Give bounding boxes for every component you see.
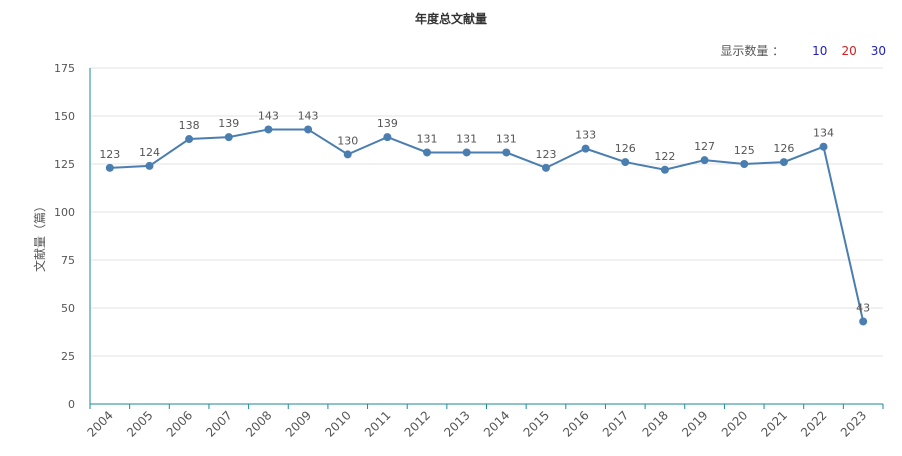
x-tick-label: 2017: [600, 408, 631, 439]
y-tick-label: 175: [54, 62, 75, 75]
data-point: [779, 158, 788, 167]
data-point: [185, 135, 194, 144]
data-label: 124: [139, 146, 160, 159]
data-point: [819, 142, 828, 151]
data-label: 130: [337, 134, 358, 147]
y-tick-label: 150: [54, 110, 75, 123]
data-label: 131: [456, 132, 477, 145]
data-label: 131: [496, 132, 517, 145]
x-tick-label: 2014: [481, 408, 512, 439]
x-tick-label: 2022: [798, 408, 829, 439]
x-tick-label: 2020: [719, 408, 750, 439]
grid-lines: [90, 67, 883, 357]
data-label: 139: [218, 117, 239, 130]
data-point: [581, 144, 590, 153]
data-label: 122: [654, 150, 675, 163]
data-point: [859, 317, 868, 326]
x-tick-label: 2004: [84, 408, 115, 439]
data-point: [700, 156, 709, 165]
y-tick-label: 125: [54, 158, 75, 171]
data-point: [343, 150, 352, 159]
data-label: 139: [377, 117, 398, 130]
x-tick-label: 2008: [243, 408, 274, 439]
x-tick-label: 2012: [402, 408, 433, 439]
y-tick-label: 0: [68, 398, 75, 411]
data-labels: 123 124 138 139 143 143 130 139 131 131 131 123 133 1…: [99, 109, 870, 314]
x-tick-label: 2013: [441, 408, 472, 439]
count-option-30[interactable]: 30: [870, 43, 886, 58]
count-option-20[interactable]: 20: [841, 43, 857, 58]
y-tick-label: 75: [61, 254, 75, 267]
data-point: [264, 125, 273, 134]
data-label: 143: [258, 109, 279, 122]
data-point: [383, 133, 392, 142]
data-point: [541, 163, 550, 172]
x-tick-label: 2005: [124, 408, 155, 439]
data-label: 123: [99, 148, 120, 161]
data-point: [105, 163, 114, 172]
data-point: [502, 148, 511, 157]
data-label: 133: [575, 129, 596, 142]
count-option-10[interactable]: 10: [812, 43, 828, 58]
data-points: [105, 125, 868, 326]
data-label: 123: [535, 148, 556, 161]
data-label: 43: [856, 301, 870, 314]
x-tick-label: 2011: [362, 408, 393, 439]
count-selector-label: 显示数量 ：: [720, 44, 785, 58]
x-tick-label: 2015: [521, 408, 552, 439]
data-label: 125: [734, 144, 755, 157]
data-point: [621, 158, 630, 167]
x-tick-label: 2006: [164, 408, 195, 439]
x-tick-label: 2021: [758, 408, 789, 439]
y-axis-label: 文献量（篇）: [32, 200, 47, 272]
count-selector: 显示数量 ： 10 20 30: [720, 42, 886, 59]
y-tick-label: 100: [54, 206, 75, 219]
data-label: 143: [298, 109, 319, 122]
x-tick-label: 2023: [838, 408, 869, 439]
data-label: 134: [813, 127, 834, 140]
y-tick-label: 25: [61, 350, 75, 363]
data-label: 138: [179, 119, 200, 132]
y-tick-label: 50: [61, 302, 75, 315]
data-label: 131: [417, 132, 438, 145]
data-point: [660, 165, 669, 174]
data-label: 126: [615, 142, 636, 155]
axes: [89, 68, 884, 409]
tick-labels: 0 25 50 75 100 125 150 175 2004 2005 2006 2007 2008 2…: [54, 62, 869, 440]
series-line: [109, 128, 865, 322]
x-tick-label: 2007: [203, 408, 234, 439]
data-point: [423, 148, 432, 157]
data-point: [304, 125, 313, 134]
data-label: 127: [694, 140, 715, 153]
data-point: [145, 161, 154, 170]
x-tick-label: 2009: [283, 408, 314, 439]
x-tick-label: 2016: [560, 408, 591, 439]
x-tick-label: 2018: [640, 408, 671, 439]
data-point: [224, 133, 233, 142]
data-point: [740, 160, 749, 168]
chart-title: 年度总文献量: [414, 12, 487, 26]
data-point: [462, 148, 471, 157]
x-tick-label: 2010: [322, 408, 353, 439]
series-line-group: [109, 128, 865, 322]
x-tick-label: 2019: [679, 408, 710, 439]
data-label: 126: [773, 142, 794, 155]
